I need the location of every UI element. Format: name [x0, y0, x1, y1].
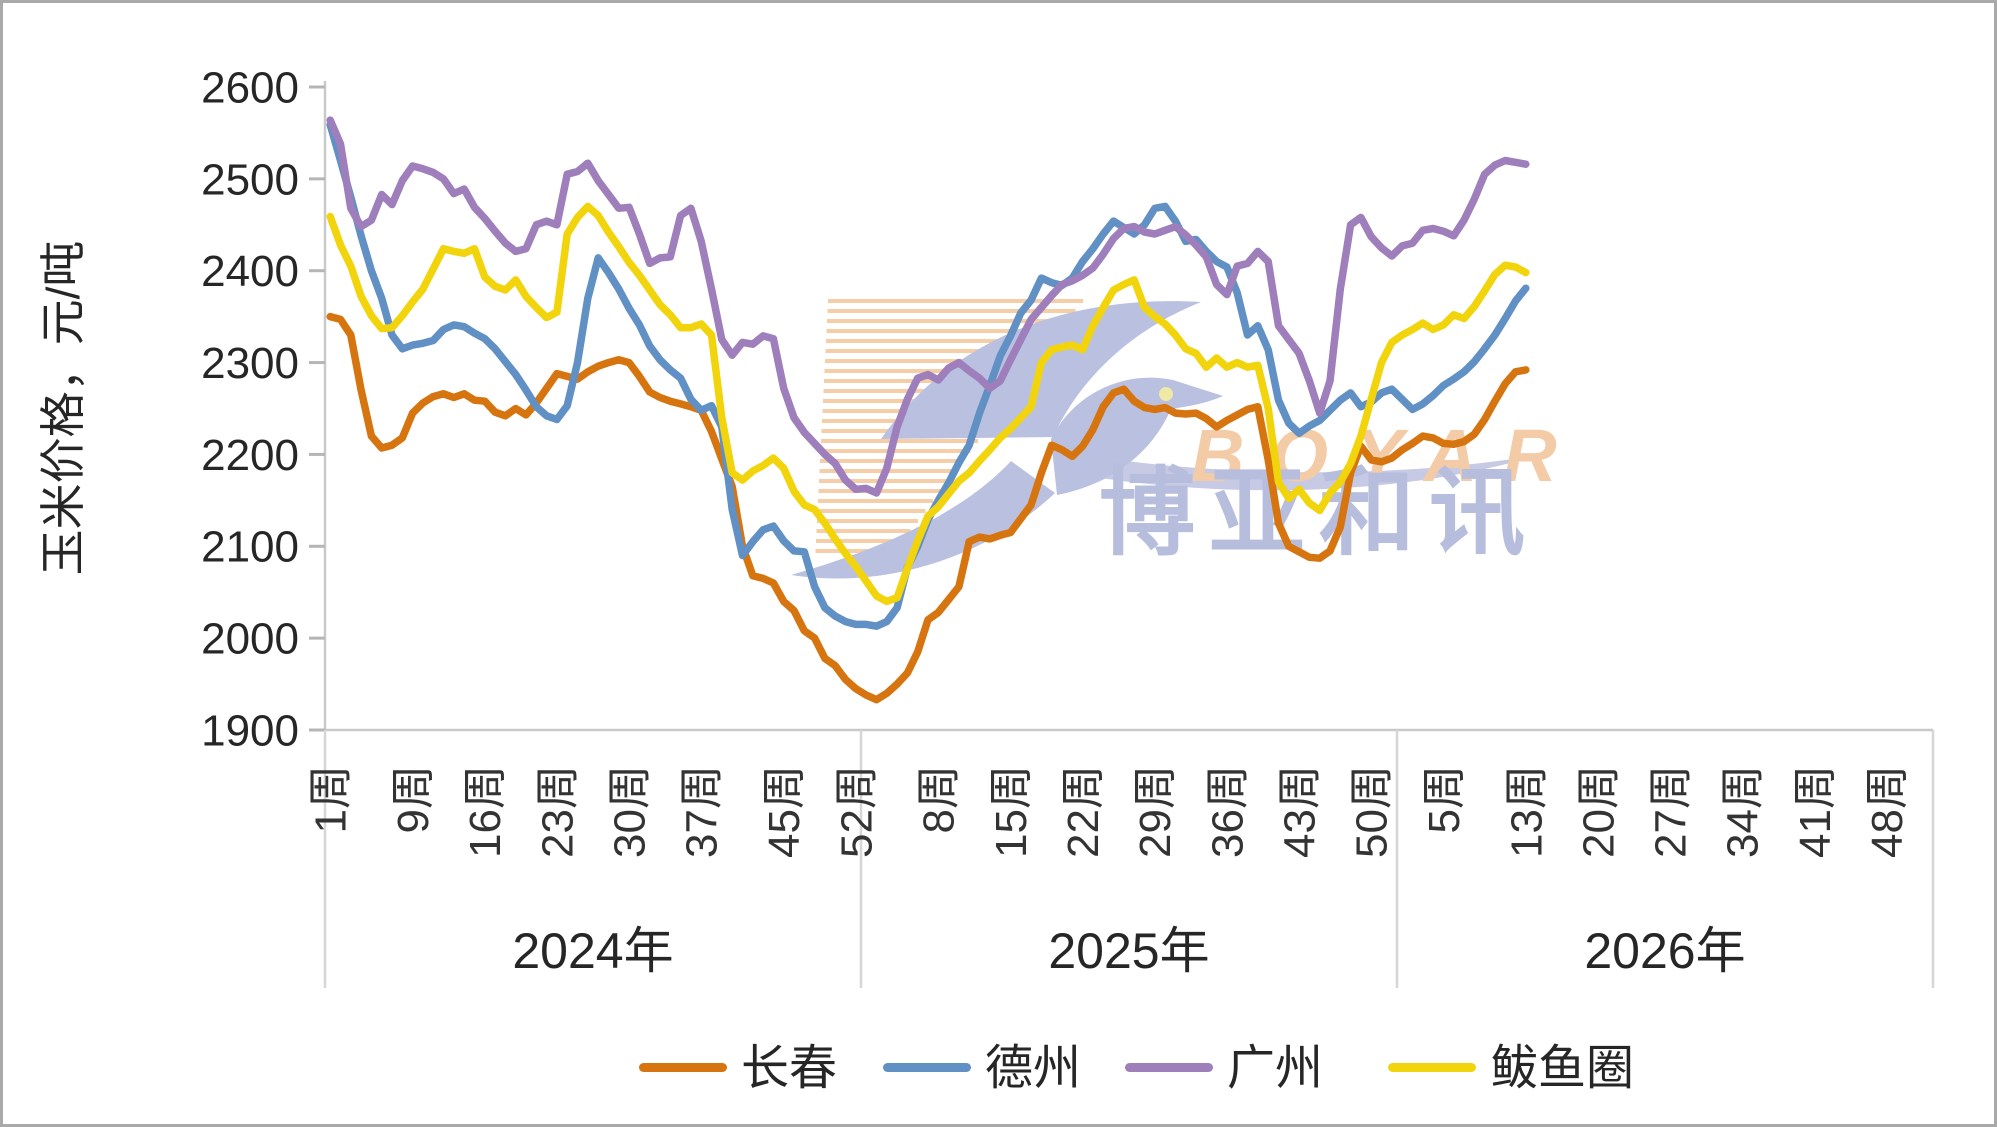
week-tick-label: 27周	[1647, 765, 1696, 858]
bird-swoosh	[1081, 455, 1539, 491]
week-tick-label: 45周	[760, 765, 809, 858]
year-separators	[323, 730, 1935, 988]
week-tick-label: 5周	[1420, 765, 1469, 833]
week-tick-label: 37周	[678, 765, 727, 858]
legend-swatch	[1388, 1063, 1476, 1072]
legend-item-德州: 德州	[883, 1042, 1081, 1095]
y-tick-label: 2400	[201, 247, 299, 296]
legend-label: 长春	[741, 1042, 837, 1095]
legend-label: 广州	[1227, 1042, 1323, 1095]
series-lines	[326, 116, 1530, 704]
legend-item-长春: 长春	[639, 1042, 837, 1095]
y-tick-label: 2000	[201, 615, 299, 664]
week-tick-label: 48周	[1863, 765, 1912, 858]
series-line-长春	[326, 312, 1530, 704]
week-tick-label: 8周	[915, 765, 964, 833]
week-tick-label: 22周	[1059, 765, 1108, 858]
week-tick-label: 29周	[1131, 765, 1180, 858]
legend-swatch	[1125, 1063, 1213, 1072]
legend-item-鲅鱼圈: 鲅鱼圈	[1388, 1042, 1634, 1095]
week-tick-label: 9周	[389, 765, 438, 833]
week-tick-label: 50周	[1348, 765, 1397, 858]
week-tick-label: 1周	[307, 765, 356, 833]
watermark-text-cn: 博亚和讯	[1099, 460, 1539, 567]
legend-label: 德州	[985, 1042, 1081, 1095]
year-label: 2026年	[1584, 923, 1745, 979]
series-line-鲅鱼圈	[326, 202, 1530, 606]
y-tick-label: 2500	[201, 155, 299, 204]
y-tick-label: 2100	[201, 523, 299, 572]
week-tick-label: 13周	[1502, 765, 1551, 858]
legend: 长春 德州 广州 鲅鱼圈	[639, 1042, 1634, 1095]
legend-label: 鲅鱼圈	[1490, 1042, 1634, 1095]
legend-swatch	[883, 1063, 971, 1072]
y-tick-label: 2600	[201, 63, 299, 112]
week-tick-label: 20周	[1574, 765, 1623, 858]
bird-tail	[791, 461, 1055, 579]
week-tick-label: 36周	[1203, 765, 1252, 858]
watermark-text-en: BOYAR	[1191, 414, 1583, 497]
year-label: 2024年	[512, 923, 673, 979]
bird-eye	[1159, 387, 1173, 401]
y-tick-labels: 2600 2500 2400 2300 2200 2100 2000 1900	[201, 63, 299, 755]
week-tick-label: 23周	[533, 765, 582, 858]
y-tick-label: 2300	[201, 339, 299, 388]
week-tick-label: 16周	[461, 765, 510, 858]
y-tick-label: 2200	[201, 431, 299, 480]
y-tick-label: 1900	[201, 706, 299, 755]
week-tick-labels: 1周 9周 16周 23周 30周 37周 45周 52周 8周 15周 22周 29周 36周 43周 5…	[307, 765, 1912, 858]
legend-item-广州: 广州	[1125, 1042, 1323, 1095]
y-tick-marks	[309, 85, 325, 732]
series-line-广州	[326, 116, 1530, 497]
axes	[323, 81, 1933, 732]
year-labels: 2024年 2025年 2026年	[512, 923, 1745, 979]
y-axis-title: 玉米价格，元/吨	[37, 241, 89, 576]
week-tick-label: 34周	[1719, 765, 1768, 858]
legend-swatch	[639, 1063, 727, 1072]
week-tick-label: 52周	[832, 765, 881, 858]
week-tick-label: 41周	[1791, 765, 1840, 858]
week-tick-label: 30周	[605, 765, 654, 858]
year-label: 2025年	[1048, 923, 1209, 979]
week-tick-label: 43周	[1275, 765, 1324, 858]
week-tick-label: 15周	[987, 765, 1036, 858]
